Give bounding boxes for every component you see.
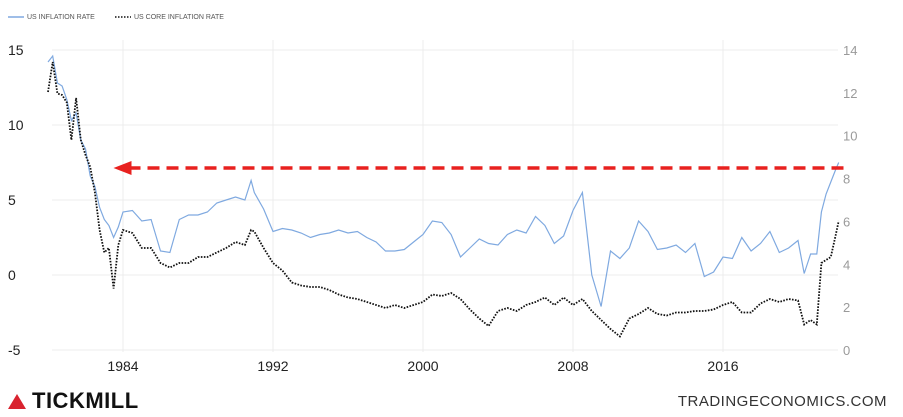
- right-tick-label: 14: [843, 43, 857, 58]
- right-tick-label: 12: [843, 86, 857, 101]
- left-tick-label: -5: [8, 342, 21, 358]
- chart-grid: [52, 40, 838, 352]
- right-tick-label: 0: [843, 343, 850, 358]
- x-tick-label: 2016: [707, 358, 738, 374]
- brand-name: TICKMILL: [32, 388, 139, 413]
- right-axis: 14 12 10 8 6 4 2 0: [843, 43, 857, 358]
- chart-series: [47, 54, 840, 338]
- arrow-head: [113, 161, 132, 175]
- x-tick-label: 1992: [257, 358, 288, 374]
- left-tick-label: 15: [8, 42, 24, 58]
- x-axis: 1984 1992 2000 2008 2016: [107, 358, 738, 374]
- left-tick-label: 0: [8, 267, 16, 283]
- legend-label-core-inflation: US CORE INFLATION RATE: [134, 14, 224, 21]
- chart-legend: US INFLATION RATE US CORE INFLATION RATE: [8, 14, 224, 21]
- right-tick-label: 4: [843, 257, 850, 272]
- x-tick-label: 2008: [557, 358, 588, 374]
- series-line-core-inflation: [47, 61, 840, 338]
- series-line-inflation: [47, 54, 840, 307]
- right-tick-label: 10: [843, 129, 857, 144]
- right-tick-label: 8: [843, 172, 850, 187]
- right-tick-label: 6: [843, 214, 850, 229]
- brand-triangle-icon: [8, 393, 26, 409]
- right-tick-label: 2: [843, 300, 850, 315]
- x-tick-label: 2000: [407, 358, 438, 374]
- source-label: TRADINGECONOMICS.COM: [677, 393, 887, 410]
- legend-label-inflation: US INFLATION RATE: [27, 14, 95, 21]
- chart-annotation: [113, 161, 844, 175]
- left-axis: 15 10 5 0 -5: [8, 42, 24, 358]
- left-tick-label: 10: [8, 117, 24, 133]
- x-tick-label: 1984: [107, 358, 138, 374]
- left-tick-label: 5: [8, 192, 16, 208]
- brand-logo: TICKMILL: [8, 388, 139, 414]
